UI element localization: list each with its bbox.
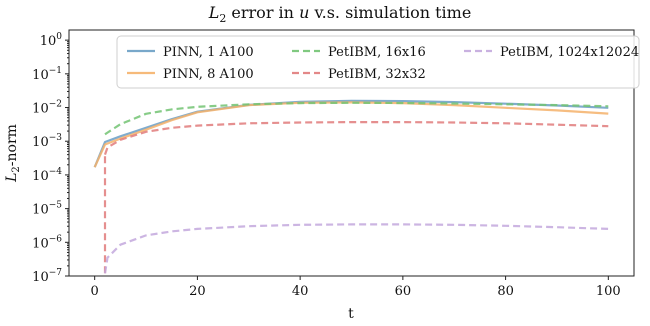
x-tick-label-3: 60 (395, 284, 412, 299)
y-tick-label-7: 10−7 (32, 268, 62, 285)
title-base: L (208, 3, 220, 22)
series-line-0 (93, 99, 609, 168)
legend-label-0: PINN, 1 A100 (163, 45, 254, 60)
y-tick-label-0: 100 (40, 32, 63, 49)
ylabel-base: L (4, 173, 20, 183)
x-tick-label-4: 80 (497, 284, 514, 299)
legend-box (116, 35, 640, 89)
series-line-4 (103, 223, 609, 274)
y-tick-label-6: 10−6 (32, 234, 62, 251)
x-tick-label-2: 40 (292, 284, 309, 299)
x-tick-label-1: 20 (189, 284, 206, 299)
x-axis-ticks: 0 20 40 60 80 100 (91, 276, 621, 299)
plot-frame (68, 29, 635, 277)
y-axis-label: L2-norm (4, 124, 22, 183)
y-tick-label-5: 10−5 (32, 201, 62, 218)
ylabel-rest: -norm (4, 124, 20, 166)
legend: PINN, 1 A100 PINN, 8 A100 PetIBM, 16x16 Pet… (116, 35, 640, 89)
series-line-1 (93, 101, 609, 168)
ylabel-sub: 2 (11, 166, 22, 172)
y-tick-label-4: 10−4 (32, 167, 62, 184)
series-line-3 (103, 120, 609, 155)
x-axis-label: t (348, 306, 354, 322)
title-var: u (299, 3, 309, 22)
y-tick-label-3: 10−3 (32, 133, 62, 150)
title-sub: 2 (219, 12, 226, 25)
chart-title: L2 error in u v.s. simulation time (208, 3, 472, 25)
y-axis-ticks: 100 10−1 10−2 10−3 10−4 10−5 10−6 10−7 (32, 32, 69, 285)
legend-label-4: PetIBM, 1024x12024 (500, 45, 639, 60)
y-tick-label-2: 10−2 (32, 100, 62, 117)
legend-label-3: PetIBM, 32x32 (328, 67, 426, 82)
x-tick-label-5: 100 (596, 284, 621, 299)
legend-label-2: PetIBM, 16x16 (328, 45, 426, 60)
legend-label-1: PINN, 8 A100 (163, 67, 254, 82)
title-rest: error in (226, 3, 299, 22)
y-tick-label-1: 10−1 (32, 66, 62, 83)
title-tail: v.s. simulation time (309, 3, 471, 22)
plot-lines (93, 99, 609, 274)
series-line-2 (104, 101, 609, 136)
x-tick-label-0: 0 (91, 284, 99, 299)
